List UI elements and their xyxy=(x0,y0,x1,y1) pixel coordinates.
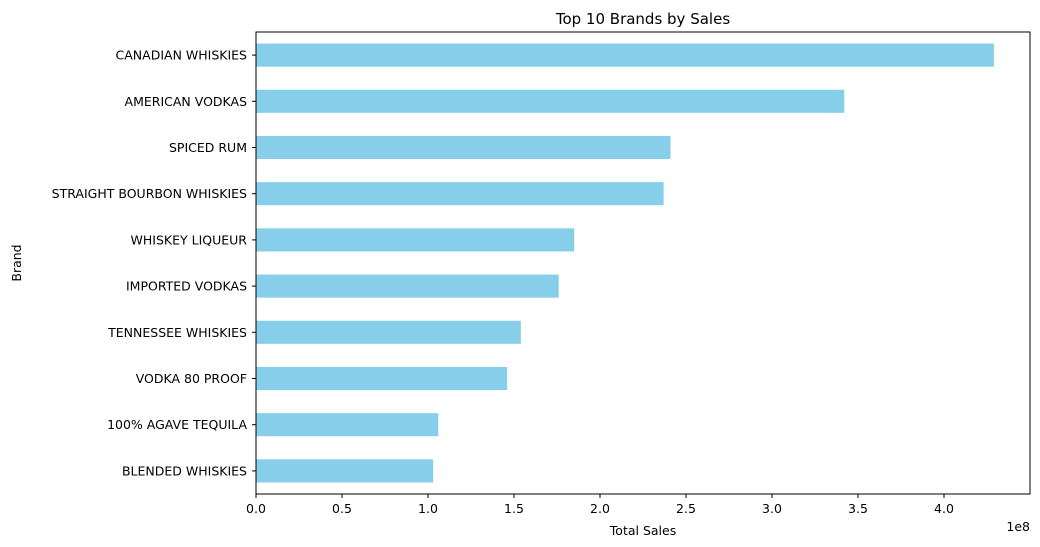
x-tick-label: 2.5 xyxy=(676,501,696,516)
x-axis-ticks: 0.0 0.5 1.0 1.5 2.0 2.5 3.0 3.5 4.0 xyxy=(246,494,954,516)
y-tick-label: WHISKEY LIQUEUR xyxy=(131,232,248,247)
bar xyxy=(256,135,671,160)
y-tick-label: TENNESSEE WHISKIES xyxy=(107,325,247,340)
y-tick-label: IMPORTED VODKAS xyxy=(126,279,247,294)
x-tick-label: 2.0 xyxy=(590,501,610,516)
bar xyxy=(256,274,559,298)
x-tick-label: 0.5 xyxy=(332,501,352,516)
x-axis-label: Total Sales xyxy=(609,523,676,538)
bar xyxy=(256,228,575,252)
x-tick-label: 0.0 xyxy=(246,501,266,516)
bar xyxy=(256,320,521,344)
x-axis-offset-label: 1e8 xyxy=(1006,519,1030,534)
y-tick-label: STRAIGHT BOURBON WHISKIES xyxy=(52,186,247,201)
x-tick-label: 3.0 xyxy=(762,501,782,516)
y-axis-label: Brand xyxy=(9,244,24,281)
bar xyxy=(256,89,845,113)
x-tick-label: 4.0 xyxy=(934,501,954,516)
y-axis-ticks: CANADIAN WHISKIES AMERICAN VODKAS SPICED R… xyxy=(52,48,256,478)
bar xyxy=(256,182,664,206)
y-tick-label: 100% AGAVE TEQUILA xyxy=(107,417,247,432)
bar xyxy=(256,43,994,67)
bar xyxy=(256,413,439,437)
bar xyxy=(256,459,434,483)
y-tick-label: CANADIAN WHISKIES xyxy=(116,48,248,63)
bar xyxy=(256,366,508,391)
y-tick-label: AMERICAN VODKAS xyxy=(125,94,248,109)
y-tick-label: SPICED RUM xyxy=(169,140,247,155)
y-tick-label: VODKA 80 PROOF xyxy=(136,371,247,386)
y-tick-label: BLENDED WHISKIES xyxy=(122,463,247,478)
x-tick-label: 1.0 xyxy=(418,501,438,516)
x-tick-label: 3.5 xyxy=(848,501,868,516)
x-tick-label: 1.5 xyxy=(504,501,524,516)
chart-title: Top 10 Brands by Sales xyxy=(555,10,730,28)
plot-frame xyxy=(255,31,1031,495)
bars-group xyxy=(256,43,994,483)
